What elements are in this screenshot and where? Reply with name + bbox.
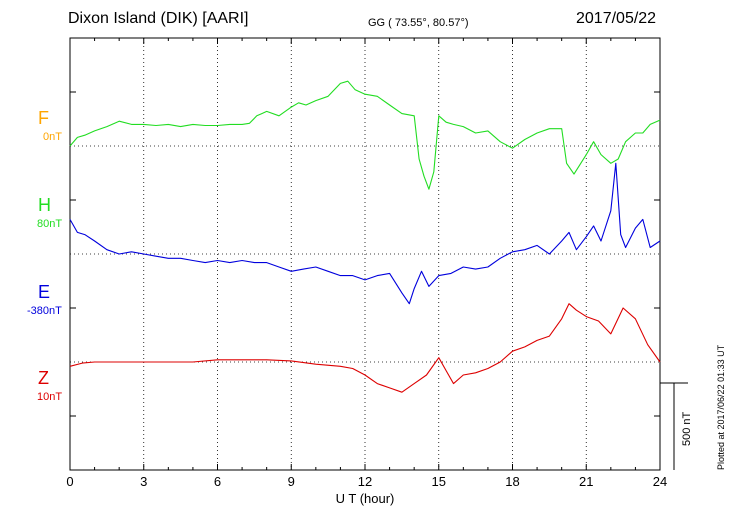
- series-offset-z: 10nT: [37, 391, 63, 403]
- scale-bar-label: 500 nT: [681, 411, 693, 446]
- x-tick-label: 6: [214, 474, 221, 489]
- x-tick-label: 21: [579, 474, 593, 489]
- x-tick-label: 9: [288, 474, 295, 489]
- series-line-h: [69, 80, 661, 190]
- station-title: Dixon Island (DIK) [AARI]: [68, 10, 249, 27]
- series-name-z: Z: [38, 368, 49, 388]
- series-offset-f: 0nT: [43, 131, 62, 143]
- series-name-e: E: [38, 282, 51, 302]
- x-tick-label: 15: [432, 474, 446, 489]
- scale-bar: [660, 382, 688, 470]
- x-tick-label: 0: [66, 474, 73, 489]
- series-offset-h: 80nT: [37, 218, 63, 230]
- chart-date: 2017/05/22: [576, 10, 657, 27]
- x-tick-label: 18: [505, 474, 519, 489]
- series-offset-e: -380nT: [27, 305, 62, 317]
- series-line-e: [69, 162, 661, 305]
- x-tick-label: 12: [358, 474, 372, 489]
- series-line-z: [69, 303, 661, 393]
- plotted-timestamp: Plotted at 2017/06/22 01:33 UT: [716, 344, 726, 470]
- station-coords: GG ( 73.55°, 80.57°): [368, 17, 469, 29]
- grid: [70, 37, 660, 470]
- x-ticks: 0 3 6 9 12 15 18 21 24: [66, 38, 667, 489]
- x-tick-label: 3: [140, 474, 147, 489]
- series-name-f: F: [38, 108, 49, 128]
- x-tick-label: 24: [653, 474, 667, 489]
- x-axis-label: U T (hour): [336, 491, 395, 506]
- series-lines: [69, 80, 661, 393]
- series-name-h: H: [38, 195, 51, 215]
